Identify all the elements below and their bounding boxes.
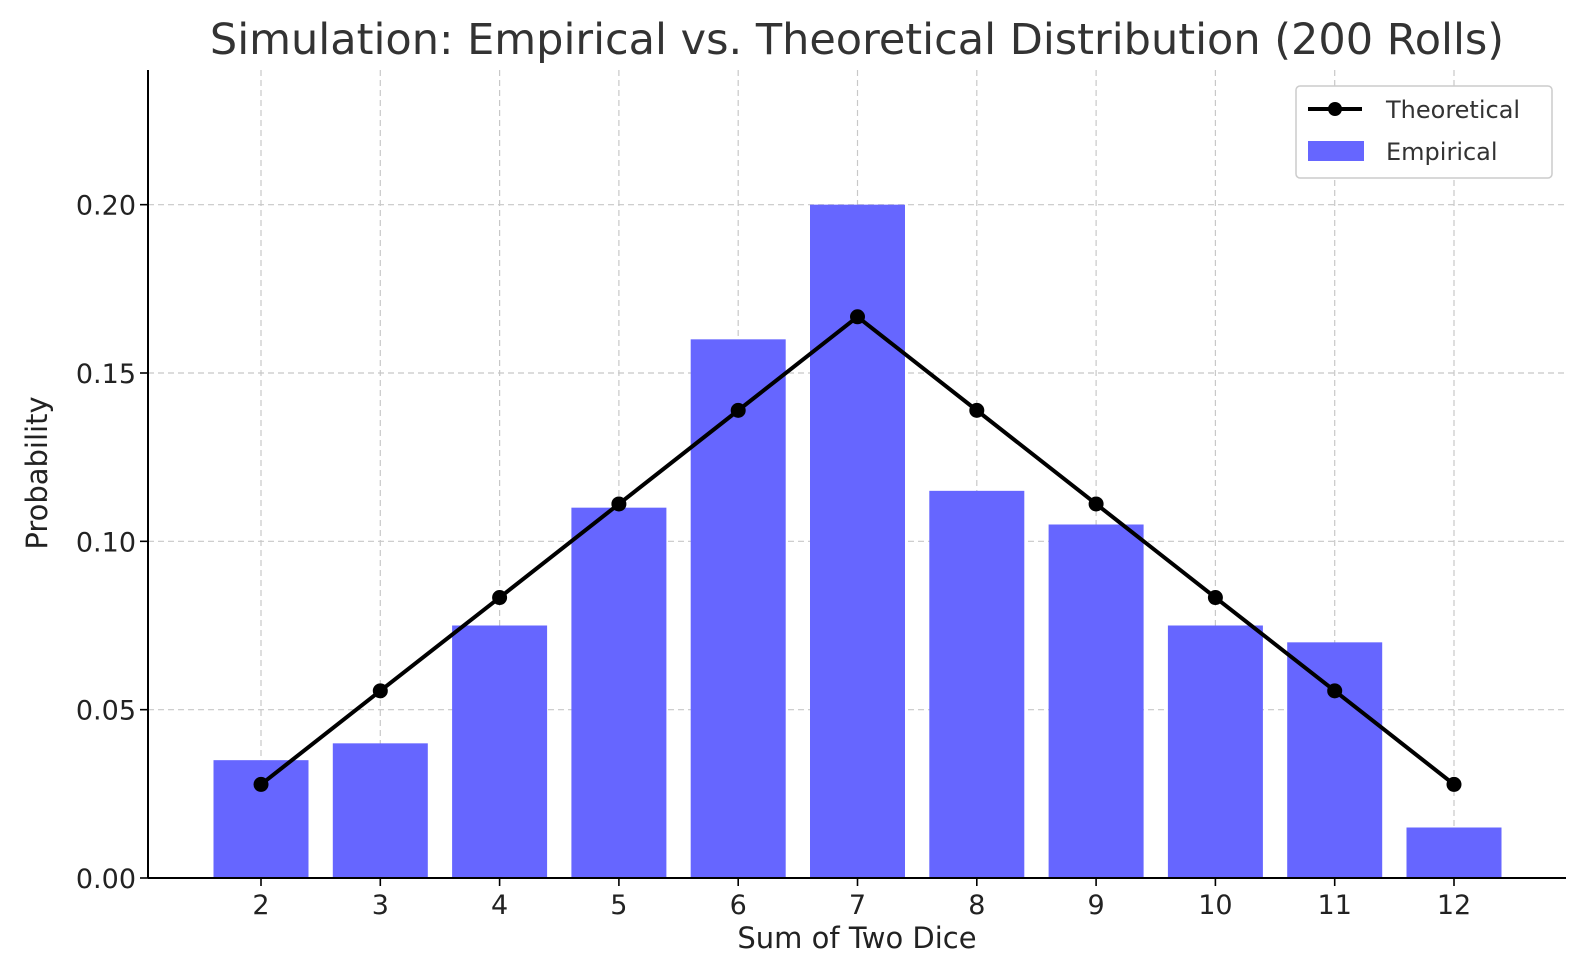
bar-empirical-4	[452, 625, 548, 878]
theoretical-point-4	[492, 590, 508, 606]
bar-empirical-7	[810, 204, 905, 878]
x-tick-label: 9	[1088, 890, 1105, 921]
bar-empirical-8	[929, 490, 1025, 878]
theoretical-point-3	[372, 683, 388, 699]
chart-title: Simulation: Empirical vs. Theoretical Di…	[210, 15, 1504, 65]
bar-empirical-5	[571, 507, 667, 878]
x-tick-label: 6	[730, 890, 747, 921]
y-axis-label: Probability	[20, 396, 54, 549]
x-tick-label: 8	[968, 890, 985, 921]
legend: Theoretical Empirical	[1295, 85, 1553, 179]
x-axis-label: Sum of Two Dice	[737, 921, 976, 955]
theoretical-point-9	[1088, 496, 1104, 512]
bar-empirical-12	[1406, 827, 1502, 878]
ticks: 0.00 0.05 0.10 0.15 0.20 2 3 4 5 6 7 8 9 10 11 12	[76, 191, 1471, 921]
theoretical-point-6	[730, 402, 746, 418]
bar-empirical-9	[1048, 524, 1144, 878]
y-tick-label: 0.15	[76, 359, 136, 390]
x-tick-label: 12	[1437, 890, 1471, 921]
x-tick-label: 10	[1198, 890, 1232, 921]
x-tick-label: 4	[491, 890, 508, 921]
bar-empirical-10	[1167, 625, 1263, 878]
legend-empirical-label: Empirical	[1386, 138, 1498, 166]
x-tick-label: 7	[849, 890, 866, 921]
x-tick-label: 5	[610, 890, 627, 921]
theoretical-point-2	[253, 776, 269, 792]
bar-empirical-11	[1287, 642, 1383, 878]
x-tick-label: 2	[252, 890, 269, 921]
legend-empirical-swatch	[1308, 141, 1364, 161]
y-tick-label: 0.00	[76, 864, 136, 895]
legend-theoretical-label: Theoretical	[1385, 96, 1520, 124]
x-tick-label: 3	[372, 890, 389, 921]
theoretical-point-7	[850, 309, 865, 325]
line-series	[253, 309, 1462, 792]
bar-empirical-6	[690, 339, 786, 878]
legend-theoretical-marker	[1328, 102, 1342, 116]
theoretical-point-5	[611, 496, 627, 512]
theoretical-point-12	[1446, 776, 1462, 792]
theoretical-point-10	[1207, 590, 1223, 606]
theoretical-point-8	[969, 402, 985, 418]
theoretical-point-11	[1327, 683, 1343, 699]
bar-empirical-3	[332, 743, 428, 878]
x-tick-label: 11	[1318, 890, 1352, 921]
y-tick-label: 0.10	[76, 527, 136, 558]
y-tick-label: 0.05	[76, 696, 136, 727]
y-tick-label: 0.20	[76, 191, 136, 222]
